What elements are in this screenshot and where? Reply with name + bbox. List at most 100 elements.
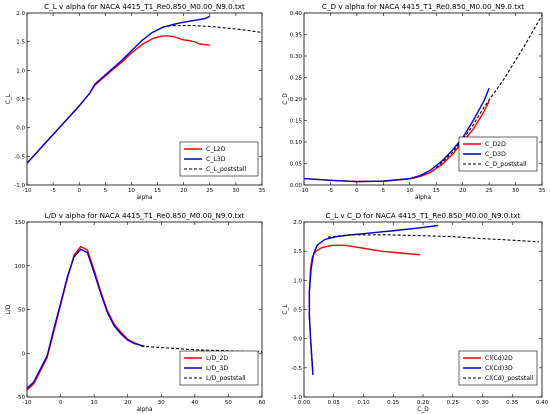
x-tick-label: 0.00 xyxy=(298,400,311,406)
series-line-3 xyxy=(327,234,540,243)
series-line-1 xyxy=(308,244,421,375)
legend-label: C_D3D xyxy=(485,151,506,158)
chart-title: C_L v C_D for NACA 4415_T1_Re0.850_M0.00… xyxy=(326,211,521,220)
y-tick-label: 50 xyxy=(18,308,25,314)
legend-label: L/D_3D xyxy=(206,365,228,372)
x-tick-label: 0 xyxy=(355,188,359,194)
y-axis-label: C_L xyxy=(6,93,12,104)
x-tick-label: 20 xyxy=(459,188,466,194)
x-tick-label: 0.30 xyxy=(476,400,489,406)
x-tick-label: -10 xyxy=(23,188,32,194)
x-axis-label: alpha xyxy=(136,195,153,201)
y-tick-label: 0.15 xyxy=(290,119,303,125)
series-line-2 xyxy=(27,248,145,389)
y-tick-label: 0.20 xyxy=(290,97,303,103)
x-tick-label: 35 xyxy=(539,188,546,194)
x-tick-label: -5 xyxy=(50,188,56,194)
x-tick-label: 35 xyxy=(259,188,266,194)
y-tick-label: -1.0 xyxy=(291,395,302,401)
y-tick-label: 0.10 xyxy=(290,140,303,146)
y-tick-label: 0.0 xyxy=(293,337,302,343)
x-tick-label: 0.40 xyxy=(536,400,549,406)
x-tick-label: 40 xyxy=(191,400,198,406)
y-tick-label: 100 xyxy=(15,264,26,270)
x-tick-label: 50 xyxy=(225,400,232,406)
x-tick-label: 20 xyxy=(180,188,187,194)
legend-label: L/D_poststall xyxy=(206,375,246,382)
legend: C_L2D C_L3D C_L_poststall xyxy=(179,141,259,177)
y-tick-label: 1.0 xyxy=(293,278,302,284)
series-line-3 xyxy=(162,25,262,34)
y-axis-label: C_D xyxy=(283,93,289,105)
x-axis-label: C_D xyxy=(417,407,429,413)
y-tick-label: 0.25 xyxy=(290,76,303,82)
y-tick-label: 0.00 xyxy=(290,183,303,189)
x-tick-label: 0.35 xyxy=(506,400,519,406)
x-tick-label: 15 xyxy=(154,188,161,194)
y-tick-label: 0.05 xyxy=(290,162,303,168)
series-line-2 xyxy=(308,224,438,375)
y-tick-label: 150 xyxy=(15,220,26,226)
y-axis-label: C_L xyxy=(283,304,289,315)
x-tick-label: 0.25 xyxy=(447,400,460,406)
x-axis-label: alpha xyxy=(415,195,432,201)
y-tick-label: -1.0 xyxy=(14,183,25,189)
chart-1: C_L v alpha for NACA 4415_T1_Re0.850_M0.… xyxy=(6,2,266,201)
x-tick-label: 0 xyxy=(77,188,81,194)
y-tick-label: 1.5 xyxy=(16,40,25,46)
legend-label: C_L2D xyxy=(206,146,226,153)
chart-2: C_D v alpha for NACA 4415_T1_Re0.850_M0.… xyxy=(283,2,546,201)
chart-3: L/D v alpha for NACA 4415_T1_Re0.850_M0.… xyxy=(6,211,266,413)
y-tick-label: 0.40 xyxy=(290,11,303,17)
legend: L/D_2D L/D_3D L/D_poststall xyxy=(179,350,259,386)
series-line-2 xyxy=(27,15,211,164)
x-tick-label: 25 xyxy=(486,188,493,194)
legend-label: L/D_2D xyxy=(206,355,228,362)
chart-title: C_L v alpha for NACA 4415_T1_Re0.850_M0.… xyxy=(44,2,245,11)
y-tick-label: -0.5 xyxy=(291,366,302,372)
series-line-3 xyxy=(435,14,542,169)
legend-label: C_D2D xyxy=(485,141,506,148)
x-tick-label: 0.10 xyxy=(357,400,370,406)
y-tick-label: 0.35 xyxy=(290,33,303,39)
x-tick-label: 20 xyxy=(124,400,131,406)
legend-label: C_L3D xyxy=(206,156,226,163)
legend-label: Cl(Cd)3D xyxy=(485,365,513,372)
y-axis-label: L/D xyxy=(6,304,12,314)
legend-label: Cl(Cd)_poststall xyxy=(485,375,534,382)
x-tick-label: 30 xyxy=(158,400,165,406)
x-tick-label: 5 xyxy=(382,188,386,194)
x-tick-label: 10 xyxy=(128,188,135,194)
chart-title: L/D v alpha for NACA 4415_T1_Re0.850_M0.… xyxy=(44,211,244,220)
x-tick-label: 30 xyxy=(232,188,239,194)
x-tick-label: 0.05 xyxy=(328,400,341,406)
x-tick-label: -10 xyxy=(23,400,32,406)
y-tick-label: 0.30 xyxy=(290,54,303,60)
y-tick-label: 1.5 xyxy=(293,249,302,255)
legend-label: Cl(Cd)2D xyxy=(485,355,513,362)
x-tick-label: 25 xyxy=(206,188,213,194)
y-tick-label: 0.0 xyxy=(16,126,25,132)
x-tick-label: -5 xyxy=(328,188,334,194)
x-tick-label: 0.20 xyxy=(417,400,430,406)
x-tick-label: 10 xyxy=(406,188,413,194)
legend-label: C_D_poststall xyxy=(485,161,527,168)
x-tick-label: 0 xyxy=(59,400,63,406)
y-tick-label: -50 xyxy=(16,395,25,401)
legend: Cl(Cd)2D Cl(Cd)3D Cl(Cd)_poststall xyxy=(458,350,538,386)
y-tick-label: 0.5 xyxy=(293,308,302,314)
x-tick-label: 10 xyxy=(91,400,98,406)
y-tick-label: -0.5 xyxy=(14,154,25,160)
x-tick-label: 5 xyxy=(104,188,108,194)
y-tick-label: 0.5 xyxy=(16,97,25,103)
x-tick-label: -10 xyxy=(300,188,309,194)
x-tick-label: 15 xyxy=(433,188,440,194)
x-tick-label: 60 xyxy=(259,400,266,406)
chart-title: C_D v alpha for NACA 4415_T1_Re0.850_M0.… xyxy=(322,2,524,11)
y-tick-label: 1.0 xyxy=(16,68,25,74)
series-line-2 xyxy=(304,87,490,183)
legend-label: C_L_poststall xyxy=(206,166,246,173)
legend: C_D2D C_D3D C_D_poststall xyxy=(458,136,538,172)
x-tick-label: 0.15 xyxy=(387,400,400,406)
